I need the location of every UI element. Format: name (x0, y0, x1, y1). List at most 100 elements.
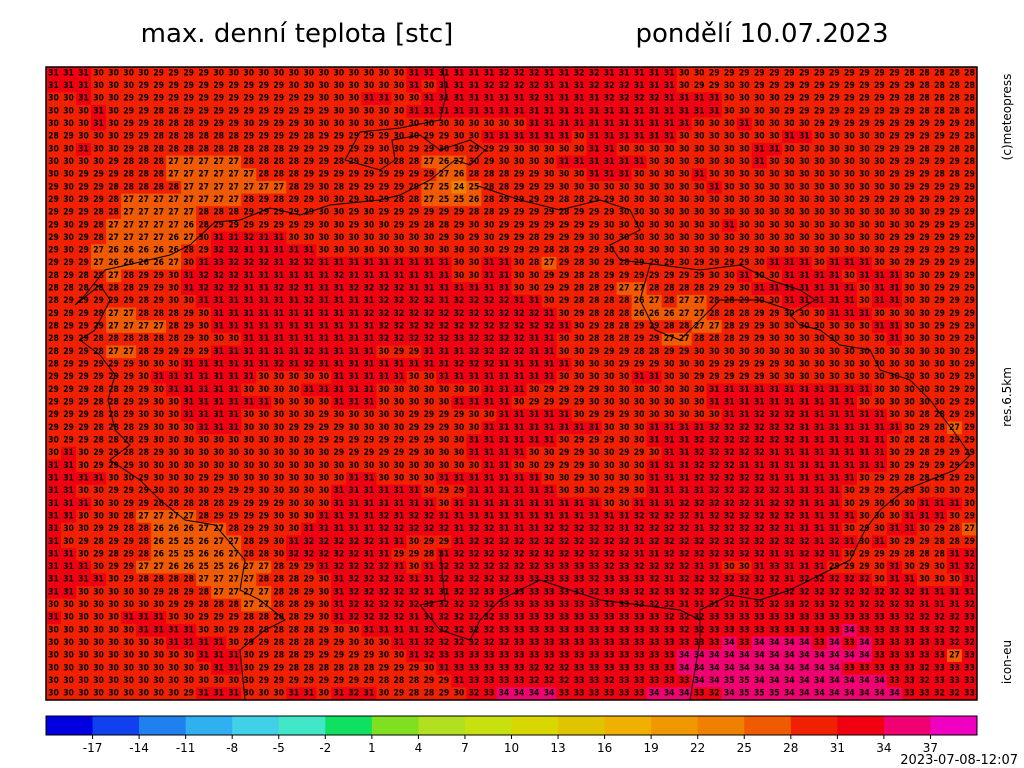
temperature-cell (511, 79, 527, 93)
temperature-value: 30 (589, 397, 600, 407)
temperature-cell (961, 130, 977, 144)
temperature-cell (76, 117, 92, 131)
temperature-value: 28 (93, 220, 104, 230)
temperature-cell (826, 117, 843, 131)
temperature-cell (361, 79, 377, 93)
temperature-value: 29 (934, 195, 945, 205)
temperature-value: 26 (138, 246, 149, 256)
temperature-value: 31 (424, 68, 435, 78)
temperature-value: 30 (859, 511, 870, 521)
temperature-value: 32 (424, 322, 435, 332)
temperature-value: 30 (514, 258, 525, 268)
temperature-value: 28 (168, 309, 179, 319)
temperature-cell (226, 142, 242, 156)
temperature-value: 32 (469, 549, 480, 559)
temperature-value: 29 (258, 220, 269, 230)
temperature-value: 28 (529, 233, 540, 243)
temperature-value: 29 (829, 94, 840, 104)
temperature-value: 29 (243, 486, 254, 496)
temperature-value: 29 (499, 144, 510, 154)
temperature-value: 32 (574, 537, 585, 547)
temperature-value: 30 (544, 473, 555, 483)
temperature-cell (916, 117, 933, 131)
temperature-value: 30 (664, 360, 675, 370)
temperature-value: 31 (48, 473, 59, 483)
temperature-value: 30 (108, 132, 119, 142)
temperature-value: 32 (559, 537, 570, 547)
temperature-value: 31 (499, 106, 510, 116)
temperature-value: 28 (333, 157, 344, 167)
temperature-value: 30 (574, 322, 585, 332)
temperature-value: 31 (664, 94, 675, 104)
temperature-value: 28 (243, 549, 254, 559)
temperature-value: 31 (379, 486, 390, 496)
temperature-cell (751, 130, 768, 144)
temperature-value: 32 (724, 486, 735, 496)
temperature-value: 30 (559, 170, 570, 180)
temperature-value: 31 (829, 397, 840, 407)
temperature-value: 27 (228, 170, 239, 180)
temperature-value: 30 (409, 132, 420, 142)
temperature-value: 32 (243, 258, 254, 268)
temperature-value: 31 (93, 473, 104, 483)
temperature-value: 28 (964, 157, 975, 167)
temperature-value: 32 (424, 309, 435, 319)
temperature-value: 27 (198, 170, 209, 180)
temperature-value: 31 (769, 284, 780, 294)
temperature-cell (211, 67, 227, 80)
temperature-value: 30 (739, 562, 750, 572)
temperature-value: 30 (814, 233, 825, 243)
temperature-value: 31 (394, 511, 405, 521)
temperature-value: 32 (559, 549, 570, 559)
temperature-cell (346, 92, 362, 106)
temperature-value: 30 (724, 119, 735, 129)
temperature-value: 29 (964, 372, 975, 382)
temperature-cell (151, 79, 167, 93)
temperature-value: 31 (318, 385, 329, 395)
temperature-value: 29 (544, 233, 555, 243)
temperature-value: 30 (273, 549, 284, 559)
temperature-value: 29 (559, 385, 570, 395)
temperature-value: 32 (664, 549, 675, 559)
temperature-value: 32 (288, 258, 299, 268)
temperature-cell (481, 92, 497, 106)
temperature-value: 28 (409, 195, 420, 205)
temperature-value: 30 (288, 435, 299, 445)
temperature-cell (376, 117, 392, 131)
temperature-value: 30 (364, 461, 375, 471)
temperature-value: 30 (784, 246, 795, 256)
temperature-value: 30 (829, 144, 840, 154)
temperature-value: 32 (288, 284, 299, 294)
temperature-value: 29 (844, 81, 855, 91)
temperature-value: 30 (889, 258, 900, 268)
temperature-value: 31 (258, 284, 269, 294)
temperature-value: 32 (589, 81, 600, 91)
temperature-value: 28 (183, 119, 194, 129)
temperature-value: 28 (108, 334, 119, 344)
temperature-value: 27 (694, 296, 705, 306)
temperature-value: 30 (769, 182, 780, 192)
temperature-value: 31 (844, 461, 855, 471)
temperature-value: 30 (634, 486, 645, 496)
temperature-value: 30 (904, 334, 915, 344)
temperature-value: 32 (679, 537, 690, 547)
temperature-value: 31 (349, 499, 360, 509)
temperature-value: 31 (589, 132, 600, 142)
temperature-value: 29 (78, 347, 89, 357)
temperature-value: 31 (243, 397, 254, 407)
temperature-value: 27 (964, 524, 975, 534)
temperature-value: 30 (303, 511, 314, 521)
temperature-value: 30 (859, 397, 870, 407)
temperature-value: 31 (574, 423, 585, 433)
temperature-value: 30 (63, 246, 74, 256)
temperature-value: 31 (649, 106, 660, 116)
temperature-value: 30 (303, 81, 314, 91)
temperature-cell (481, 117, 497, 131)
temperature-value: 28 (123, 524, 134, 534)
temperature-value: 32 (709, 473, 720, 483)
temperature-value: 29 (273, 81, 284, 91)
temperature-value: 29 (694, 258, 705, 268)
temperature-value: 32 (499, 549, 510, 559)
temperature-value: 31 (679, 448, 690, 458)
temperature-value: 32 (499, 81, 510, 91)
